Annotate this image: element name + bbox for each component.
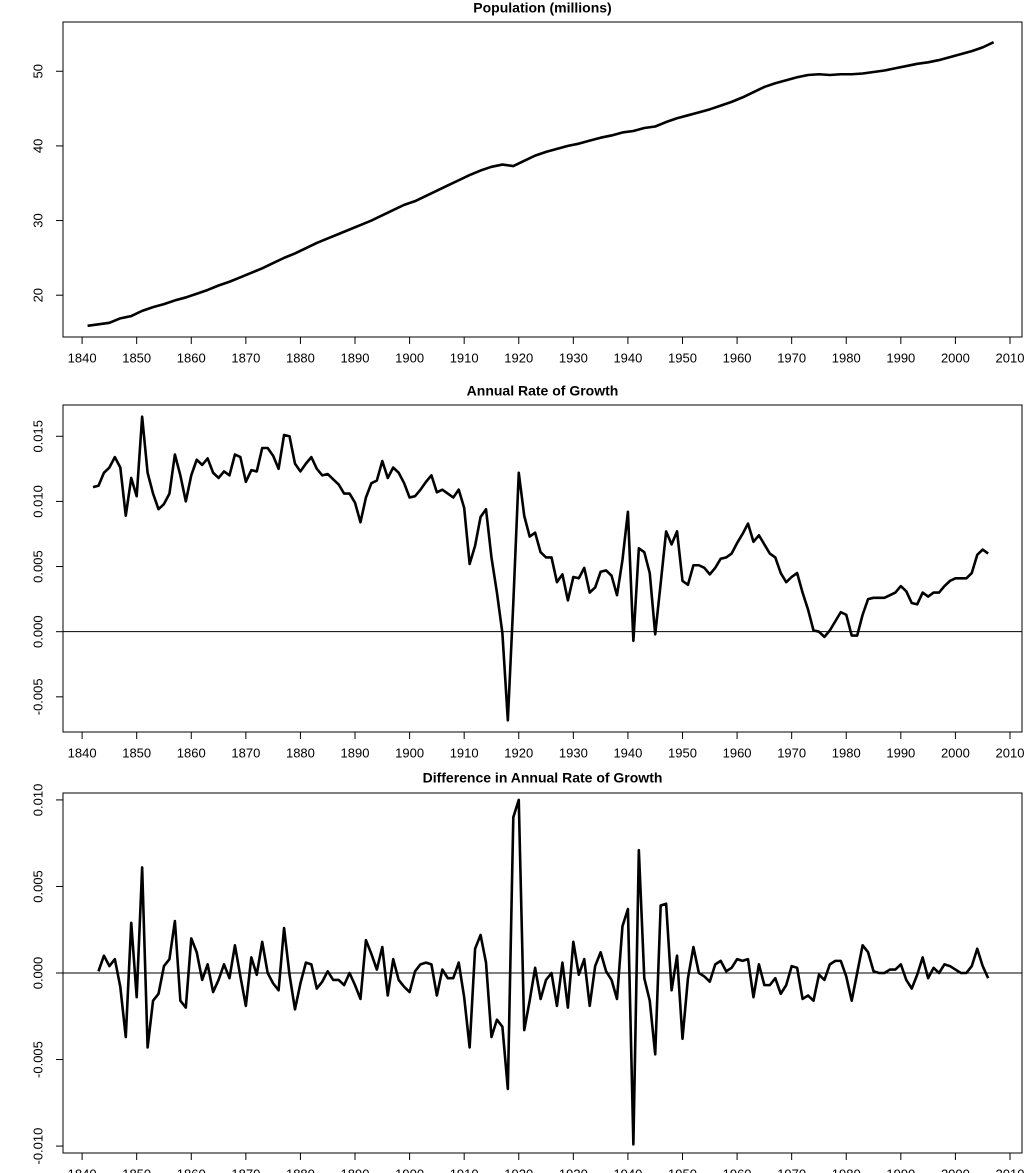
y-tick-label: 0.015 [30,420,45,453]
chart-title: Difference in Annual Rate of Growth [423,770,663,786]
x-tick-label: 1860 [177,1166,206,1173]
y-tick-label: 0.000 [30,957,45,990]
x-tick-label: 1950 [668,1166,697,1173]
x-tick-label: 1910 [450,1166,479,1173]
x-tick-label: 1880 [286,745,315,760]
y-tick-label: -0.005 [30,678,45,715]
x-tick-label: 1900 [395,350,424,365]
y-tick-label: 0.010 [30,485,45,518]
y-tick-label: 0.005 [30,870,45,903]
y-tick-label: 0.010 [30,784,45,817]
y-tick-label: 50 [30,64,45,78]
plot-frame [62,21,1023,338]
x-tick-label: 1870 [231,350,260,365]
x-tick-label: 1950 [668,350,697,365]
x-tick-label: 2010 [996,350,1025,365]
y-tick-label: -0.010 [30,1128,45,1165]
y-tick-label: 0.000 [30,615,45,648]
x-tick-label: 1970 [777,745,806,760]
x-tick-label: 1890 [341,745,370,760]
x-tick-label: 1940 [613,350,642,365]
x-tick-label: 1930 [559,1166,588,1173]
x-tick-label: 1950 [668,745,697,760]
x-tick-label: 1960 [723,350,752,365]
x-tick-label: 1920 [504,350,533,365]
x-tick-label: 1940 [613,745,642,760]
data-line [87,40,995,328]
y-tick-label: 0.005 [30,550,45,583]
x-tick-label: 1920 [504,745,533,760]
x-tick-label: 1940 [613,1166,642,1173]
x-tick-label: 1970 [777,350,806,365]
x-tick-label: 1900 [395,1166,424,1173]
x-tick-label: 1850 [122,350,151,365]
x-tick-label: 2010 [996,745,1025,760]
x-tick-label: 1900 [395,745,424,760]
x-tick-label: 1990 [886,745,915,760]
plot-frame [62,404,1023,733]
data-line [92,415,989,722]
chart-title: Annual Rate of Growth [467,383,619,399]
x-tick-label: 1860 [177,350,206,365]
chart-title: Population (millions) [473,0,611,16]
x-tick-label: 1860 [177,745,206,760]
x-tick-label: 1990 [886,350,915,365]
x-tick-label: 2010 [996,1166,1025,1173]
x-tick-label: 1910 [450,350,479,365]
x-tick-label: 1870 [231,1166,260,1173]
x-tick-label: 1990 [886,1166,915,1173]
x-tick-label: 1980 [832,350,861,365]
x-tick-label: 1980 [832,745,861,760]
x-tick-label: 1970 [777,1166,806,1173]
x-tick-label: 1960 [723,1166,752,1173]
x-tick-label: 1840 [68,350,97,365]
y-tick-label: 30 [30,213,45,227]
data-line [97,798,990,1146]
x-tick-label: 1880 [286,1166,315,1173]
y-tick-label: 40 [30,139,45,153]
x-tick-label: 2000 [941,350,970,365]
y-tick-label: -0.005 [30,1041,45,1078]
x-tick-label: 1930 [559,745,588,760]
x-tick-label: 1840 [68,745,97,760]
x-tick-label: 1840 [68,1166,97,1173]
x-tick-label: 1960 [723,745,752,760]
x-tick-label: 1980 [832,1166,861,1173]
x-tick-label: 2000 [941,1166,970,1173]
x-tick-label: 1880 [286,350,315,365]
x-tick-label: 1930 [559,350,588,365]
y-tick-label: 20 [30,288,45,302]
x-tick-label: 1870 [231,745,260,760]
x-tick-label: 1910 [450,745,479,760]
x-tick-label: 1920 [504,1166,533,1173]
x-tick-label: 2000 [941,745,970,760]
x-tick-label: 1850 [122,745,151,760]
x-tick-label: 1890 [341,350,370,365]
x-tick-label: 1890 [341,1166,370,1173]
x-tick-label: 1850 [122,1166,151,1173]
